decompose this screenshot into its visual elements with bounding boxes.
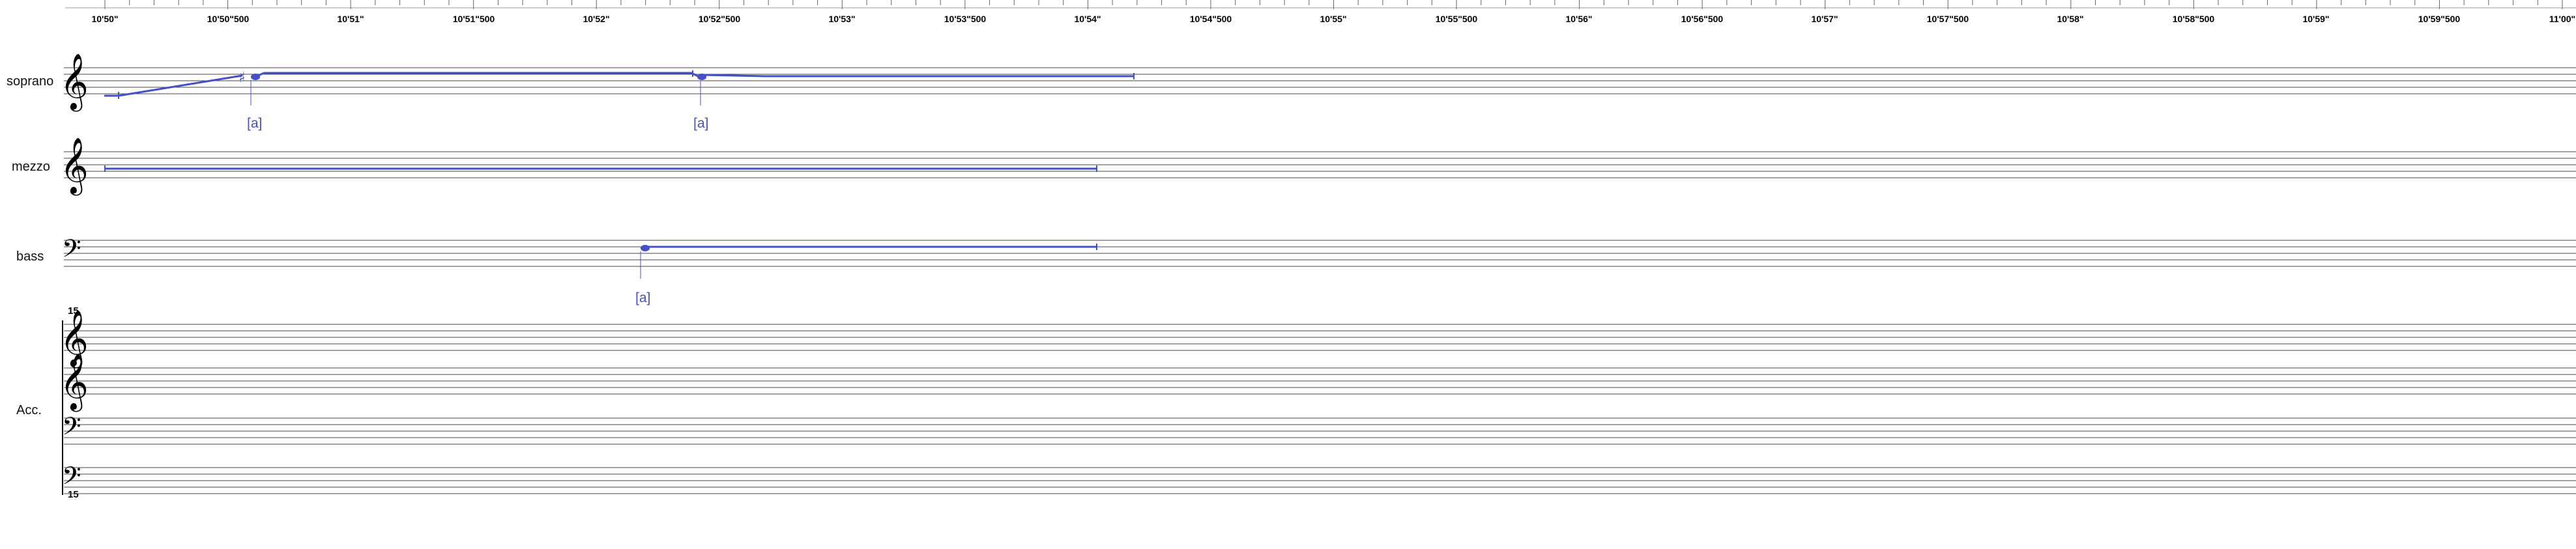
tick-label: 10'57"500 [1927,14,1969,24]
tick-label: 10'56"500 [1681,14,1724,24]
tick-label: 10'51"500 [453,14,495,24]
mezzo-notes[interactable] [104,165,1097,172]
tick-label: 10'56" [1565,14,1592,24]
minor-ticks [104,0,2563,9]
annotation-label[interactable]: [a] [247,116,262,131]
bass-notes[interactable] [640,244,1097,279]
tick-label: 10'50"500 [207,14,250,24]
tick-label: 10'53"500 [944,14,987,24]
annotation-label[interactable]: [a] [635,290,650,305]
voice-label-accompaniment: Acc. [16,403,42,417]
staff-soprano[interactable]: soprano 𝄞 ♯ [a] [a] [7,53,2576,131]
soprano-notes[interactable]: ♯ [104,70,1135,106]
tick-label: 10'54" [1074,14,1101,24]
sharp-icon: ♯ [239,70,246,86]
treble-clef-icon: 𝄞 [60,137,89,196]
tick-label: 10'55"500 [1436,14,1478,24]
staff-lines [64,151,2576,178]
tick-label: 10'58" [2057,14,2083,24]
treble-clef-icon: 𝄞 [60,53,89,112]
bass-clef-icon: 𝄢 [62,461,81,496]
tick-label: 10'50" [91,14,118,24]
octave-mark-bottom: 15 [68,489,79,500]
tick-label: 10'55" [1320,14,1346,24]
treble-clef-icon: 𝄞 [60,354,89,412]
staff-mezzo[interactable]: mezzo 𝄞 [12,137,2576,196]
tick-label: 10'59"500 [2418,14,2461,24]
tick-labels: 10'50" 10'50"500 10'51" 10'51"500 10'52"… [91,14,2575,24]
staff-accompaniment[interactable]: Acc. 15 15 𝄞 𝄞 𝄢 [16,305,2576,500]
octave-mark-top: 15 [68,305,79,317]
tick-label: 10'52"500 [699,14,741,24]
bass-clef-icon: 𝄢 [62,234,81,269]
tick-label: 10'54"500 [1190,14,1232,24]
voice-label-bass: bass [16,249,44,264]
tick-label: 10'51" [337,14,364,24]
tick-label: 11'00" [2549,14,2575,24]
voice-label-mezzo: mezzo [12,160,50,174]
treble-clef-icon: 𝄞 [60,310,89,369]
tick-label: 10'52" [583,14,609,24]
annotation-label[interactable]: [a] [693,116,708,131]
time-ruler: 10'50" 10'50"500 10'51" 10'51"500 10'52"… [65,0,2576,24]
tick-label: 10'53" [828,14,855,24]
tick-label: 10'59" [2302,14,2329,24]
staff-lines [64,324,2576,494]
staff-lines [64,240,2576,267]
tick-label: 10'58"500 [2173,14,2215,24]
bass-clef-icon: 𝄢 [62,412,81,447]
voice-label-soprano: soprano [7,74,53,89]
tick-label: 10'57" [1811,14,1838,24]
staff-bass[interactable]: bass 𝄢 [a] [16,234,2576,305]
staff-lines [64,67,2576,94]
